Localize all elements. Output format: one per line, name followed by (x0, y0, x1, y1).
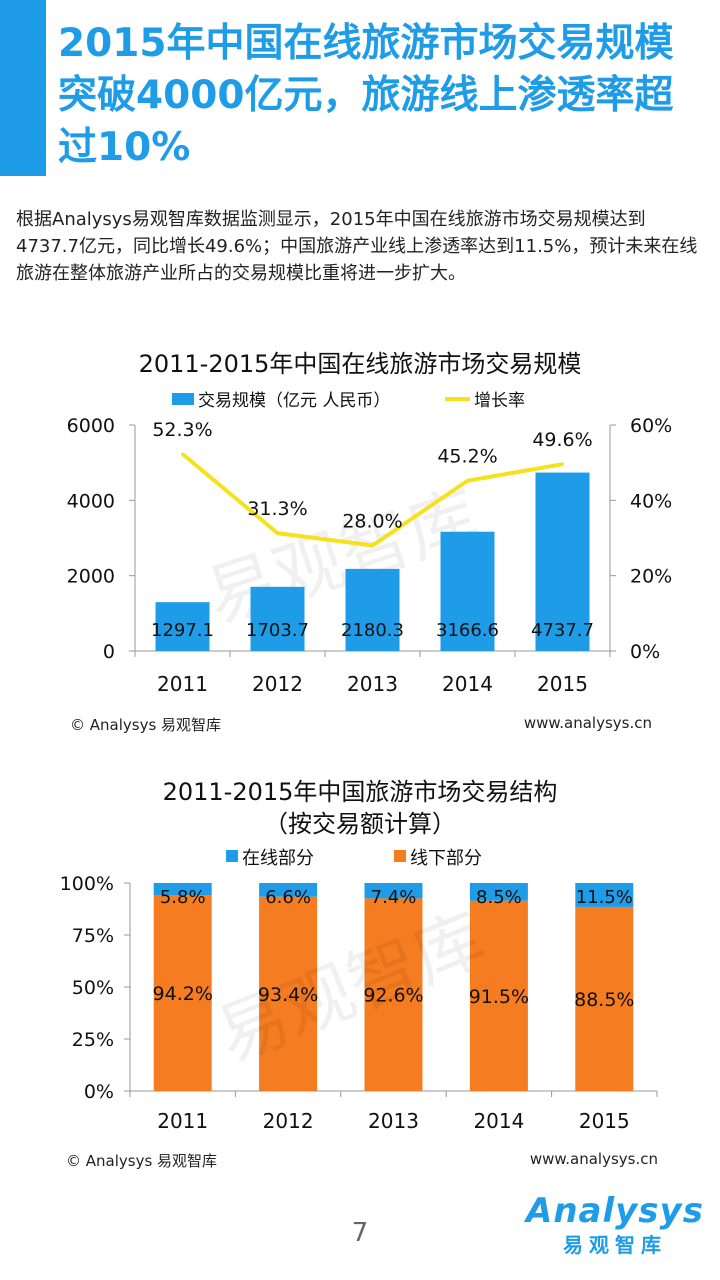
legend-online-label: 在线部分 (242, 848, 314, 869)
x-category-label: 2011 (157, 672, 208, 696)
offline-value-label: 92.6% (363, 985, 423, 1007)
x-category-label: 2011 (157, 1109, 208, 1133)
right-tick-label: 20% (630, 566, 672, 588)
legend-bar-label: 交易规模（亿元 人民币） (198, 391, 390, 411)
bar-2015 (535, 472, 590, 651)
online-value-label: 7.4% (371, 887, 417, 908)
chart2-source: © Analysys 易观智库 (66, 1152, 218, 1170)
chart1-source: © Analysys 易观智库 (70, 716, 222, 734)
legend-offline-swatch (394, 850, 406, 862)
left-tick-label: 6000 (67, 415, 115, 437)
growth-point (181, 452, 184, 456)
x-category-label: 2012 (252, 672, 303, 696)
right-tick-label: 60% (630, 415, 672, 437)
offline-bar-2012 (259, 896, 318, 1091)
growth-rate-label: 45.2% (437, 446, 497, 468)
bar-2011 (155, 602, 210, 651)
online-bar-2015 (575, 883, 634, 907)
x-category-label: 2014 (473, 1109, 524, 1133)
chart1-title: 2011-2015年中国在线旅游市场交易规模 (139, 350, 582, 378)
y-tick-label: 75% (72, 925, 114, 947)
growth-rate-label: 49.6% (532, 429, 592, 451)
chart2-subtitle: （按交易额计算） (264, 810, 456, 838)
growth-rate-label: 52.3% (152, 419, 212, 441)
bar-value-label: 1703.7 (246, 620, 309, 641)
offline-value-label: 88.5% (574, 989, 634, 1011)
offline-value-label: 93.4% (258, 984, 318, 1006)
online-value-label: 11.5% (576, 887, 633, 908)
left-tick-label: 0 (103, 641, 115, 663)
online-bar-2014 (469, 883, 528, 901)
right-tick-label: 0% (630, 641, 660, 663)
y-tick-label: 0% (84, 1081, 114, 1103)
page-number: 7 (351, 1218, 369, 1248)
page-title: 2015年中国在线旅游市场交易规模突破4000亿元，旅游线上渗透率超过10% (58, 21, 674, 170)
bar-value-label: 4737.7 (531, 620, 594, 641)
legend-bar-swatch (172, 393, 194, 405)
legend-online-swatch (226, 850, 238, 862)
online-value-label: 8.5% (476, 887, 522, 908)
left-tick-label: 4000 (67, 490, 115, 512)
x-category-label: 2012 (263, 1109, 314, 1133)
growth-point (466, 479, 469, 483)
offline-value-label: 94.2% (153, 983, 213, 1005)
online-value-label: 5.8% (160, 887, 206, 908)
chart2-url[interactable]: www.analysys.cn (529, 1150, 658, 1168)
growth-point (276, 531, 279, 535)
y-tick-label: 100% (60, 873, 114, 895)
growth-rate-label: 31.3% (247, 498, 307, 520)
left-tick-label: 2000 (67, 566, 115, 588)
bar-value-label: 2180.3 (341, 620, 404, 641)
logo-chinese-name: 易观智库 (563, 1233, 667, 1257)
online-bar-2013 (364, 883, 423, 899)
x-category-label: 2015 (537, 672, 588, 696)
analysys-logo: Analysys 易观智库 (520, 1190, 710, 1268)
legend-offline-label: 线下部分 (410, 848, 482, 869)
bar-value-label: 1297.1 (151, 620, 214, 641)
growth-point (371, 544, 374, 548)
chart2-title: 2011-2015年中国旅游市场交易结构 (163, 778, 558, 806)
bar-2012 (250, 586, 305, 651)
x-category-label: 2014 (442, 672, 493, 696)
chart2-watermark: 易观智库 (206, 897, 496, 1078)
offline-bar-2014 (469, 900, 528, 1091)
x-category-label: 2013 (347, 672, 398, 696)
online-bar-2012 (259, 883, 318, 897)
growth-rate-label: 28.0% (342, 511, 402, 533)
market-structure-chart: 2011-2015年中国旅游市场交易结构 （按交易额计算） 在线部分 线下部分 0% 25… (60, 778, 658, 1133)
online-bar-2011 (153, 883, 212, 896)
y-tick-label: 25% (72, 1029, 114, 1051)
intro-paragraph: 根据Analysys易观智库数据监测显示，2015年中国在线旅游市场交易规模达到… (16, 209, 698, 284)
x-category-label: 2013 (368, 1109, 419, 1133)
chart1-url[interactable]: www.analysys.cn (523, 714, 652, 732)
offline-bar-2015 (575, 906, 634, 1091)
bar-2014 (440, 531, 495, 651)
x-category-label: 2015 (579, 1109, 630, 1133)
offline-value-label: 91.5% (469, 986, 529, 1008)
y-tick-label: 50% (72, 977, 114, 999)
growth-point (561, 462, 564, 466)
legend-line-label: 增长率 (474, 391, 525, 411)
bar-2013 (345, 568, 400, 651)
offline-bar-2011 (153, 895, 212, 1091)
online-value-label: 6.6% (265, 887, 311, 908)
logo-wordmark: Analysys (526, 1191, 704, 1231)
title-accent-bar (0, 0, 46, 176)
offline-bar-2013 (364, 898, 423, 1091)
bar-value-label: 3166.6 (436, 620, 499, 641)
right-tick-label: 40% (630, 490, 672, 512)
